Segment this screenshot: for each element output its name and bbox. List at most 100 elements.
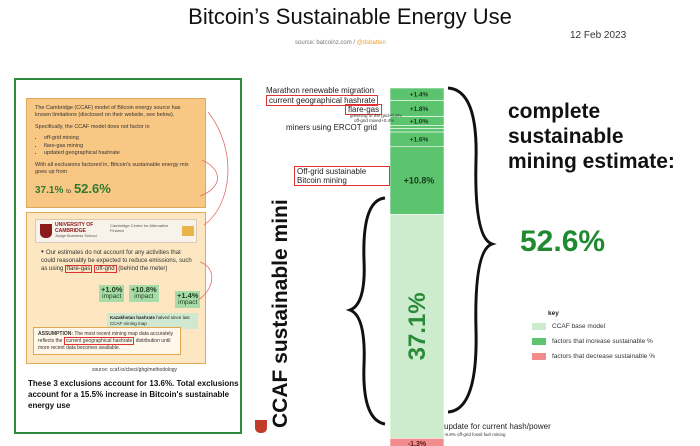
impact-chip-word: impact [102,292,122,300]
assumption-note: ASSUMPTION: The most recent mining map d… [33,327,181,356]
bullet-icon: • [41,247,47,256]
source-prefix: source: batcoinz.com / [295,40,356,46]
assumption-bold: ASSUMPTION: [38,331,73,337]
legend-swatch-base [532,323,546,330]
page-title: Bitcoin’s Sustainable Energy Use [188,4,512,29]
offgrid-mixed-value: +0.4% [381,118,395,123]
impact-chip-value: +1.4% [177,291,199,300]
cambridge-logo-strip: UNIVERSITY OF CAMBRIDGE Judge Business S… [35,219,197,243]
complete-estimate-label: complete sustainable mining estimate: [508,100,675,173]
factor-label-greening: greening of the grid+0.3% [350,113,402,118]
factor-label-geo-hashrate: current geographical hashrate [266,95,379,106]
impact-chip-value: +10.8% [131,285,157,294]
bar-label-increase-6: +10.8% [404,176,435,186]
legend-label-increase: factors that increase sustainable % [552,338,653,346]
left-explainer-panel: The Cambridge (CCAF) model of Bitcoin en… [14,78,242,434]
cambridge-name-sub: Judge Business School [55,233,97,238]
ccaf-paragraph-2: Specifically, the CCAF model does not fa… [35,123,150,130]
factor-label-offgrid-mixed: off-grid mixed+0.4% [354,118,394,123]
bar-label-increase-5: +1.6% [410,136,429,143]
bar-increase-3 [389,125,445,129]
cambridge-shield-icon [40,224,52,238]
chart-bar-labels: +1.4% +1.8% +1.0% +1.6% +10.8% 37.1% -1.3% [404,92,435,446]
list-item: updated geographical hashrate [44,150,197,157]
factor-label-marathon: Marathon renewable migration [266,86,375,95]
legend-item-decrease: factors that decrease sustainable % [532,353,655,360]
cambridge-centre-name: Cambridge Centre for Alternative Finance [110,223,169,233]
legend-item-increase: factors that increase sustainable % [532,338,653,345]
bar-label-base: 37.1% [404,292,431,360]
kazakhstan-note: Kazakhstan hashrate halved since last CC… [107,313,198,329]
connector-arrow-3 [199,159,218,197]
connector-arrow-2 [197,261,213,301]
source-handle[interactable]: @dsbatten [356,40,386,46]
legend-title: key [548,310,559,317]
menu-icon [182,226,194,236]
legend-swatch-increase [532,338,546,345]
factor-label-offgrid-sustainable: Off-grid sustainable Bitcoin mining [294,166,390,187]
factor-label-ercot: miners using ERCOT grid [286,123,377,132]
decrease-factor-label: update for current hash/power [444,422,551,431]
kazakhstan-bold: Kazakhstan hashrate [110,315,156,320]
cambridge-name-line2: CAMBRIDGE [55,227,86,234]
legend-swatch-decrease [532,353,546,360]
ccaf-limitations-box: The Cambridge (CCAF) model of Bitcoin en… [26,98,206,208]
list-item: off-grid mining [44,135,197,142]
source-credit: source: batcoinz.com / @dsbatten [295,40,386,46]
ccaf-vertical-text: CCAF sustainable mining estimate [269,200,292,428]
bar-base [389,214,445,439]
impact-chip-offgrid: +10.8% impact [129,285,159,302]
ccaf-paragraph-3: With all exclusions factored in, Bitcoin… [35,161,189,175]
impact-chip-value: +1.0% [101,285,123,294]
complete-brace [447,86,497,414]
legend-label-decrease: factors that decrease sustainable % [552,353,655,361]
cambridge-shield-icon [255,420,267,433]
decrease-factor-sublabel: -6.8% off-grid fossil fuel mining [444,432,506,437]
assumption-text-2: distribution until more recent data beco… [38,337,171,351]
connector-arrow-1 [203,111,229,226]
ccaf-brace [345,196,386,426]
ccaf-paragraph-1: The Cambridge (CCAF) model of Bitcoin en… [35,105,181,119]
ccaf-source-link[interactable]: source: ccaf.io/cbeci/ghg/methodology [92,367,178,373]
factor-label-flare-gas: flare-gas [345,104,383,115]
list-item: flare-gas mining [44,143,197,150]
cam-text-after: (behind the meter) [118,266,168,273]
bar-increase-4 [389,128,445,133]
bar-increase-6 [389,146,445,215]
highlight-off-grid: off-grid [94,265,117,274]
cambridge-name: UNIVERSITY OF CAMBRIDGE Judge Business S… [55,222,97,240]
impact-chip-word: impact [178,298,198,306]
complete-estimate-value: 52.6% [520,225,606,258]
range-to: 52.6% [73,181,111,197]
exclusions-summary: These 3 exclusions account for 13.6%. To… [28,379,239,410]
highlight-geo-hashrate: current geographical hashrate [63,336,135,345]
bar-label-increase-1: +1.8% [410,106,429,113]
date-label: 12 Feb 2023 [570,30,627,41]
impact-chip-word: impact [134,292,154,300]
ccaf-vertical-label: CCAF sustainable mining estimate [269,200,292,428]
legend-item-base: CCAF base model [532,323,605,330]
ccaf-exclusion-list: off-grid mining flare-gas mining updated… [35,135,197,157]
greening-name: greening of the grid [350,113,389,118]
cambridge-quote: • Our estimates do not account for any a… [41,247,195,274]
ccaf-range: 37.1% to 52.6% [35,180,197,198]
greening-value: +0.3% [388,113,402,118]
legend-label-base: CCAF base model [552,323,606,331]
cambridge-excerpt-box: UNIVERSITY OF CAMBRIDGE Judge Business S… [26,212,206,364]
bar-label-decrease-0: -1.3% [408,441,427,446]
highlight-flare-gas: flare-gas [65,265,93,274]
cambridge-name-line1: UNIVERSITY OF [55,222,94,228]
impact-chip-flare: +1.0% impact [99,285,125,302]
range-from: 37.1% [35,185,64,197]
kazakhstan-rest: halved since last CCAF mining map [110,315,190,326]
chart-braces [345,86,497,426]
range-to-word: to [66,189,72,196]
offgrid-mixed-name: off-grid mixed [354,118,382,123]
bar-label-increase-2: +1.0% [410,118,429,125]
bar-label-increase-0: +1.4% [410,92,429,99]
bar-decrease-0 [389,438,445,446]
chart-bars [389,87,445,446]
assumption-text-1: The most recent mining map data accurate… [38,331,173,344]
